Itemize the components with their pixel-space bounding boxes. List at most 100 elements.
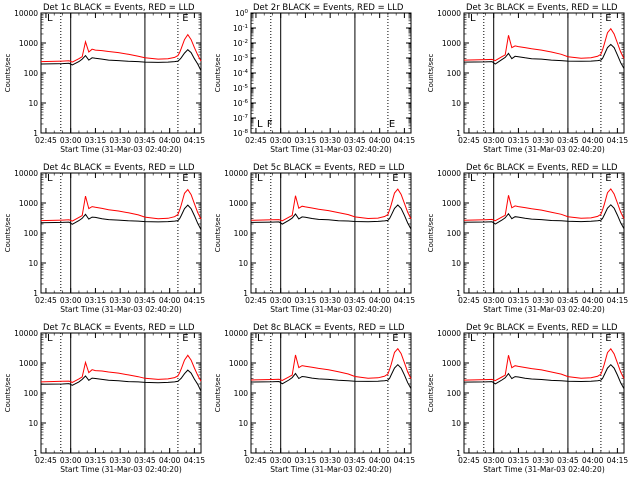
- y-tick-label: 1: [33, 129, 38, 138]
- series-lld-line: [250, 347, 412, 382]
- x-tick-label: 02:45: [245, 456, 267, 465]
- series-events-line: [463, 43, 625, 69]
- panel-det-6: Det 6c BLACK = Events, RED = LLD Counts/s…: [427, 163, 628, 314]
- y-tick-label: 10-8: [233, 129, 249, 138]
- series-lld-line: [40, 188, 202, 222]
- panel-det-8: Det 8c BLACK = Events, RED = LLD Counts/s…: [214, 323, 415, 474]
- y-tick-label: 10: [238, 259, 248, 268]
- x-tick-label: 03:15: [295, 456, 317, 465]
- y-axis-label: Counts/sec: [427, 54, 435, 93]
- x-tick-label: 03:45: [344, 296, 366, 305]
- x-tick-label: 02:45: [35, 296, 57, 305]
- y-tick-label: 100: [24, 229, 39, 238]
- y-tick-label: 10: [28, 259, 38, 268]
- panel-title: Det 5c BLACK = Events, RED = LLD: [253, 163, 405, 173]
- y-tick-label: 1: [456, 129, 461, 138]
- y-tick-label: 100: [235, 9, 249, 18]
- plot-frame: [250, 332, 412, 454]
- y-tick-label: 10000: [14, 169, 38, 178]
- plot-frame: [250, 172, 412, 294]
- x-tick-label: 03:00: [270, 136, 292, 145]
- panel-det-3: Det 3c BLACK = Events, RED = LLD Counts/s…: [427, 3, 628, 154]
- y-tick-label: 1: [33, 449, 38, 458]
- y-tick-label: 10000: [14, 329, 38, 338]
- x-tick-label: 04:00: [582, 456, 604, 465]
- y-tick-label: 1: [243, 289, 248, 298]
- x-tick-label: 03:30: [109, 136, 131, 145]
- panel-title: Det 2r BLACK = Events, RED = LLD: [253, 3, 404, 13]
- series-lld-line: [40, 354, 202, 383]
- y-tick-label: 10-2: [233, 39, 248, 48]
- x-tick-label: 03:30: [532, 456, 554, 465]
- segment-marker-l: L: [470, 333, 476, 344]
- x-tick-label: 03:00: [270, 456, 292, 465]
- x-tick-label: 03:45: [557, 136, 579, 145]
- y-axis-label: Counts/sec: [214, 374, 222, 413]
- y-tick-label: 100: [447, 69, 462, 78]
- plot-frame: [463, 12, 625, 134]
- x-tick-label: 04:00: [159, 456, 181, 465]
- y-tick-label: 100: [447, 229, 462, 238]
- segment-marker-e: E: [182, 173, 188, 184]
- y-axis-label: Counts/sec: [214, 54, 222, 93]
- y-tick-label: 10: [451, 259, 461, 268]
- panel-title: Det 3c BLACK = Events, RED = LLD: [466, 3, 618, 13]
- series-events-line: [250, 363, 412, 389]
- y-tick-label: 100: [447, 389, 462, 398]
- x-axis-label: Start Time (31-Mar-03 02:40:20): [60, 305, 182, 314]
- y-tick-label: 10: [28, 99, 38, 108]
- plot-frame: [463, 172, 625, 294]
- x-tick-label: 02:45: [458, 456, 480, 465]
- y-tick-label: 1000: [19, 359, 38, 368]
- y-tick-label: 1000: [442, 359, 461, 368]
- x-tick-label: 03:00: [483, 136, 505, 145]
- panel-title: Det 7c BLACK = Events, RED = LLD: [43, 323, 195, 333]
- y-axis-label: Counts/sec: [4, 54, 12, 93]
- panel-det-5: Det 5c BLACK = Events, RED = LLD Counts/s…: [214, 163, 415, 314]
- segment-marker-e: E: [392, 333, 398, 344]
- x-tick-label: 04:15: [184, 456, 206, 465]
- segment-marker-e: E: [389, 119, 395, 130]
- x-tick-label: 03:00: [270, 296, 292, 305]
- y-tick-label: 10-4: [233, 69, 249, 78]
- plot-frame: [40, 12, 202, 134]
- y-tick-label: 10000: [437, 9, 461, 18]
- y-tick-label: 1000: [229, 359, 248, 368]
- x-tick-label: 03:45: [134, 296, 156, 305]
- x-tick-label: 03:45: [557, 456, 579, 465]
- panel-det-2: Det 2r BLACK = Events, RED = LLD Counts/s…: [214, 3, 415, 154]
- x-tick-label: 04:15: [607, 456, 629, 465]
- x-tick-label: 02:45: [245, 296, 267, 305]
- x-axis-label: Start Time (31-Mar-03 02:40:20): [270, 305, 392, 314]
- panel-det-7: Det 7c BLACK = Events, RED = LLD Counts/s…: [4, 323, 205, 474]
- segment-marker-e: E: [605, 333, 611, 344]
- y-tick-label: 1: [33, 289, 38, 298]
- y-tick-label: 100: [24, 389, 39, 398]
- x-axis-label: Start Time (31-Mar-03 02:40:20): [483, 305, 605, 314]
- y-axis-label: Counts/sec: [427, 374, 435, 413]
- x-tick-label: 03:30: [319, 296, 341, 305]
- y-tick-label: 10: [451, 419, 461, 428]
- series-events-line: [40, 49, 202, 71]
- x-tick-label: 04:00: [369, 296, 391, 305]
- x-tick-label: 03:15: [508, 456, 530, 465]
- panel-title: Det 8c BLACK = Events, RED = LLD: [253, 323, 405, 333]
- segment-marker-e: E: [605, 173, 611, 184]
- series-lld-line: [250, 188, 412, 222]
- plot-frame: [250, 12, 412, 134]
- x-tick-label: 02:45: [245, 136, 267, 145]
- panel-title: Det 9c BLACK = Events, RED = LLD: [466, 323, 618, 333]
- y-tick-label: 10000: [437, 329, 461, 338]
- x-axis-label: Start Time (31-Mar-03 02:40:20): [60, 465, 182, 474]
- y-tick-label: 1000: [19, 39, 38, 48]
- x-tick-label: 03:15: [85, 136, 107, 145]
- series-lld-line: [40, 33, 202, 63]
- x-tick-label: 03:00: [60, 296, 82, 305]
- segment-marker-l: L: [47, 13, 53, 24]
- segment-marker-l: L: [257, 173, 263, 184]
- x-tick-label: 03:00: [60, 136, 82, 145]
- x-tick-label: 03:15: [85, 296, 107, 305]
- y-tick-label: 10: [28, 419, 38, 428]
- x-tick-label: 04:00: [159, 296, 181, 305]
